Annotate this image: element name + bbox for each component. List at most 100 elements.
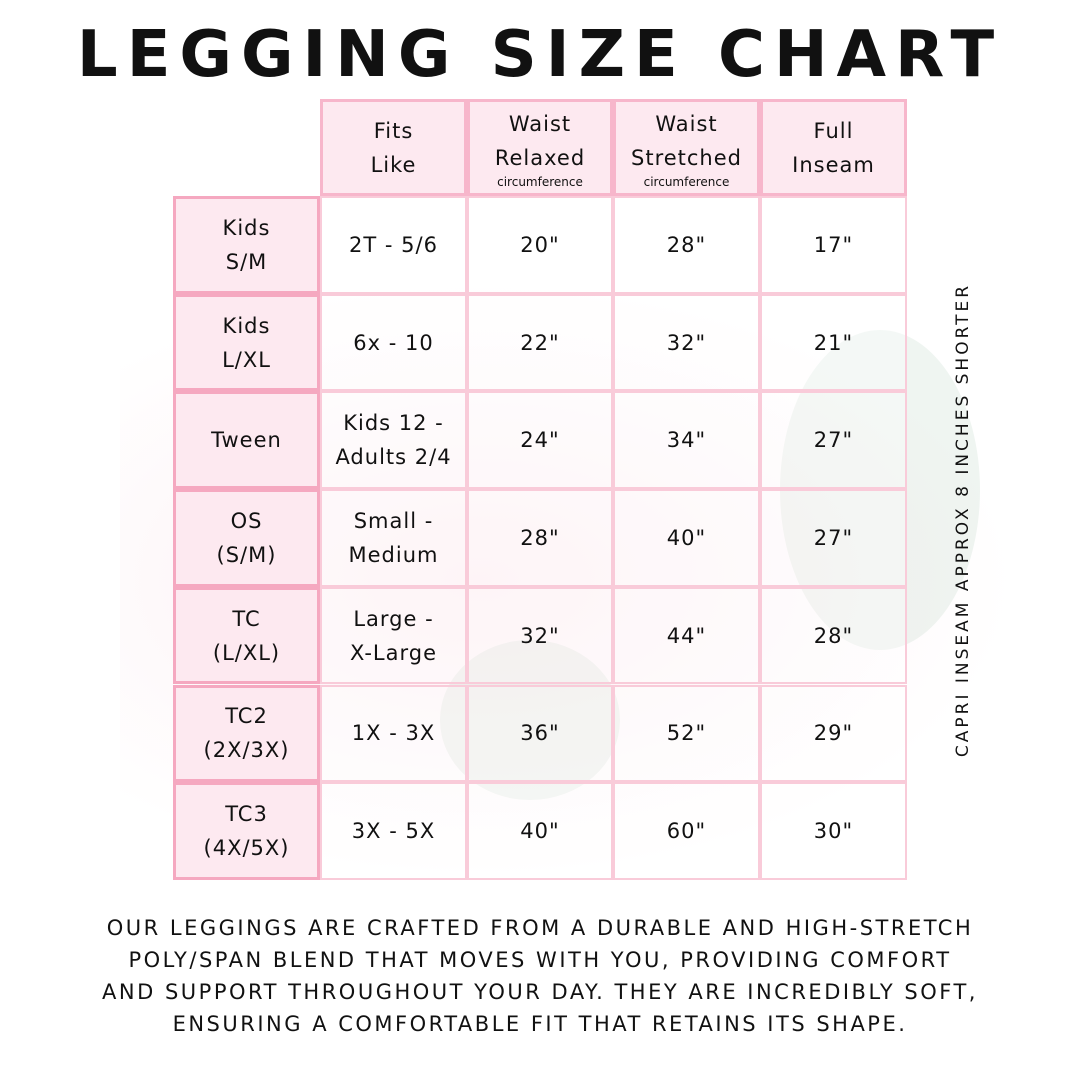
cell-text: Relaxed (494, 145, 586, 170)
cell-text: Kids (222, 313, 271, 338)
cell-inseam: 30" (760, 782, 907, 880)
cell-text: 21" (813, 330, 854, 355)
cell-text: 24" (520, 428, 560, 453)
cell-relaxed: 36" (467, 684, 613, 783)
cell-text: Inseam (792, 152, 875, 177)
cell-text: TC (232, 606, 261, 631)
cell-text: TC3 (225, 802, 268, 827)
cell-text: 28" (666, 232, 707, 257)
cell-relaxed: 24" (467, 391, 613, 490)
column-header: Waist Relaxed circumference (467, 99, 613, 196)
cell-relaxed: 28" (467, 489, 613, 587)
row-header-size: OS (S/M) (173, 489, 320, 587)
description-line: poly/span blend that moves with you, pro… (128, 948, 952, 972)
cell-text: Adults 2/4 (335, 445, 452, 470)
cell-fits-like: Kids 12 - Adults 2/4 (320, 391, 467, 490)
cell-text: 32" (520, 623, 560, 648)
cell-stretched: 40" (613, 489, 760, 587)
cell-fits-like: 6x - 10 (320, 293, 467, 392)
cell-text: TC2 (225, 704, 268, 729)
cell-text: circumference (643, 174, 730, 189)
cell-text: 36" (520, 721, 560, 746)
cell-text: circumference (497, 174, 583, 189)
cell-relaxed: 32" (467, 586, 613, 685)
cell-text: 1X - 3X (351, 721, 436, 746)
cell-text: 40" (520, 819, 560, 844)
cell-stretched: 60" (613, 782, 760, 880)
cell-text: Large - (353, 606, 434, 631)
cell-text: Medium (348, 542, 439, 567)
cell-text: (L/XL) (212, 640, 281, 665)
cell-inseam: 27" (760, 391, 907, 490)
cell-stretched: 52" (613, 684, 760, 783)
cell-text: 28" (520, 525, 560, 550)
cell-text: Waist (508, 111, 572, 136)
cell-inseam: 17" (760, 196, 907, 294)
cell-text: 44" (666, 623, 707, 648)
cell-stretched: 32" (613, 293, 760, 392)
cell-text: Like (370, 152, 417, 177)
cell-text: Full (813, 118, 854, 143)
column-header: Fits Like (320, 99, 467, 196)
cell-text: 27" (813, 525, 854, 550)
cell-text: Fits (373, 118, 414, 143)
cell-text: (4X/5X) (203, 836, 290, 861)
cell-text: 32" (666, 330, 707, 355)
cell-inseam: 29" (760, 684, 907, 783)
cell-relaxed: 22" (467, 293, 613, 392)
cell-text: 3X - 5X (351, 819, 436, 844)
description-line: ensuring a comfortable fit that retains … (172, 1012, 908, 1036)
row-header-size: TC2 (2X/3X) (173, 684, 320, 783)
cell-inseam: 28" (760, 586, 907, 685)
cell-text: 22" (520, 330, 560, 355)
cell-fits-like: Small - Medium (320, 489, 467, 587)
cell-relaxed: 20" (467, 196, 613, 294)
cell-fits-like: Large - X-Large (320, 586, 467, 685)
cell-text: 2T - 5/6 (349, 232, 438, 257)
cell-text: Kids (222, 215, 271, 240)
cell-fits-like: 1X - 3X (320, 684, 467, 783)
cell-text: L/XL (222, 347, 271, 372)
column-header: Full Inseam (760, 99, 907, 196)
cell-fits-like: 2T - 5/6 (320, 196, 467, 294)
cell-fits-like: 3X - 5X (320, 782, 467, 880)
description-line: Our leggings are crafted from a durable … (106, 916, 974, 940)
cell-text: Small - (353, 508, 434, 533)
cell-text: OS (230, 508, 263, 533)
cell-text: 6x - 10 (353, 330, 434, 355)
cell-text: X-Large (349, 640, 437, 665)
cell-text: 17" (813, 232, 854, 257)
page-title: LEGGING SIZE CHART (76, 18, 1004, 92)
cell-text: 40" (666, 525, 707, 550)
cell-text: 52" (666, 721, 707, 746)
cell-text: 60" (666, 819, 707, 844)
column-header: Waist Stretched circumference (613, 99, 760, 196)
cell-text: Stretched (631, 145, 742, 170)
cell-stretched: 44" (613, 586, 760, 685)
row-header-size: Kids L/XL (173, 293, 320, 392)
description: Our leggings are crafted from a durable … (0, 912, 1080, 1040)
cell-text: Tween (211, 428, 282, 453)
row-header-size: Kids S/M (173, 196, 320, 294)
cell-inseam: 21" (760, 293, 907, 392)
row-header-size: Tween (173, 391, 320, 490)
row-header-size: TC (L/XL) (173, 586, 320, 685)
cell-text: 20" (520, 232, 560, 257)
row-header-size: TC3 (4X/5X) (173, 782, 320, 880)
cell-stretched: 28" (613, 196, 760, 294)
cell-text: 28" (813, 623, 854, 648)
cell-text: 27" (813, 428, 854, 453)
cactus-illustration (440, 640, 620, 800)
cell-text: 30" (813, 819, 854, 844)
cell-text: (S/M) (216, 542, 277, 567)
cell-text: 29" (813, 721, 854, 746)
description-line: and support throughout your day. They ar… (102, 980, 978, 1004)
capri-note: CAPRI INSEAM APPROX 8 INCHES SHORTER (953, 282, 973, 758)
cell-relaxed: 40" (467, 782, 613, 880)
cell-text: S/M (225, 249, 268, 274)
cell-text: Waist (655, 111, 718, 136)
cell-text: (2X/3X) (203, 738, 290, 763)
cell-stretched: 34" (613, 391, 760, 490)
cell-inseam: 27" (760, 489, 907, 587)
cell-text: Kids 12 - (343, 411, 444, 436)
